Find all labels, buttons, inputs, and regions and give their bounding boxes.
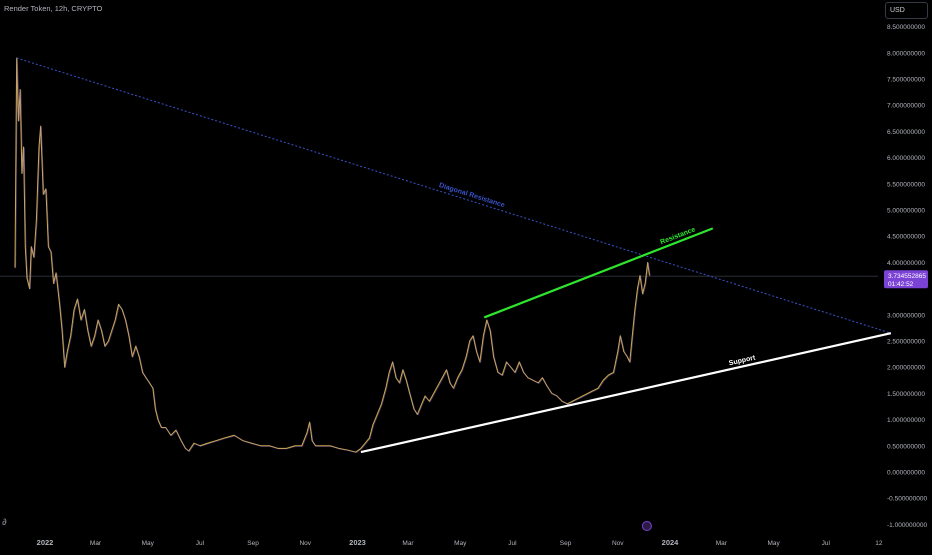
price-tick-label: 2.500000000 [887,339,925,346]
price-tick-label: 6.500000000 [887,129,925,136]
extras-layer [641,521,652,531]
price-tick-label: 6.000000000 [887,155,925,162]
time-tick-label: Jul [822,540,831,547]
diagonal-resistance-label: Diagonal Resistance [438,182,506,209]
price-tick-label: 8.000000000 [887,50,925,57]
price-tick-label: 8.500000000 [887,24,925,31]
price-tick-label: -1.000000000 [887,522,928,529]
time-tick-label: 2022 [37,538,54,547]
time-axis: 2022 Mar May Jul Sep Nov 2023 Mar May Jul Sep Nov 20… [37,538,883,547]
time-tick-label: Sep [247,540,259,547]
current-price-countdown: 01:42:52 [888,281,914,288]
time-tick-label: 2023 [349,538,366,547]
price-tick-label: 0.000000000 [887,470,925,477]
currency-label: USD [890,7,905,14]
price-tick-label: 7.000000000 [887,103,925,110]
time-tick-label: May [767,540,780,547]
event-marker-icon [641,521,652,531]
price-tick-label: -0.500000000 [887,496,928,503]
price-tick-label: 5.000000000 [887,208,925,215]
price-tick-label: 5.500000000 [887,181,925,188]
time-tick-label: Nov [612,540,624,547]
diagonal-resistance-trendline [16,57,892,334]
current-price-tag [884,270,928,289]
price-tick-label: 4.500000000 [887,234,925,241]
time-tick-label: 12 [875,540,883,547]
time-tick-label: Sep [560,540,572,547]
time-tick-label: Mar [402,540,414,547]
tradingview-logo-icon[interactable]: ∂ [2,517,7,527]
price-tick-label: 1.500000000 [887,391,925,398]
time-tick-label: May [142,540,155,547]
currency-selector[interactable]: USD [885,2,928,19]
time-tick-label: May [454,540,467,547]
price-tick-label: 3.000000000 [887,312,925,319]
symbol-title: Render Token, 12h, CRYPTO [4,4,103,13]
price-series-shadow [15,58,651,454]
price-tick-label: 0.500000000 [887,443,925,450]
time-tick-label: Jul [196,540,205,547]
price-tick-label: 2.000000000 [887,365,925,372]
support-trendline [360,332,892,454]
price-tick-label: 4.000000000 [887,260,925,267]
price-series-line [14,57,651,453]
time-tick-label: Jul [508,540,517,547]
current-price-value: 3.734552865 [888,273,926,280]
price-series-layer [14,57,651,454]
price-tick-label: 1.000000000 [887,417,925,424]
time-tick-label: 2024 [662,538,680,547]
time-tick-label: Mar [90,540,102,547]
resistance-trendline [483,227,714,319]
time-tick-label: Mar [716,540,728,547]
time-tick-label: Nov [299,540,311,547]
price-axis: 8.500000000 8.000000000 7.500000000 7.00000… [884,24,928,529]
price-tick-label: 7.500000000 [887,77,925,84]
